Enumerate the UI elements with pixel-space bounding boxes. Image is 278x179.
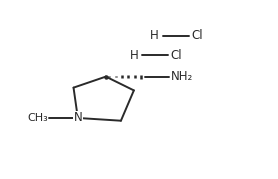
Text: H: H — [150, 30, 159, 42]
Text: Cl: Cl — [170, 49, 182, 62]
Text: Cl: Cl — [191, 30, 203, 42]
Text: CH₃: CH₃ — [27, 113, 48, 123]
Text: NH₂: NH₂ — [170, 70, 193, 83]
Text: H: H — [130, 49, 138, 62]
Text: N: N — [73, 112, 82, 124]
